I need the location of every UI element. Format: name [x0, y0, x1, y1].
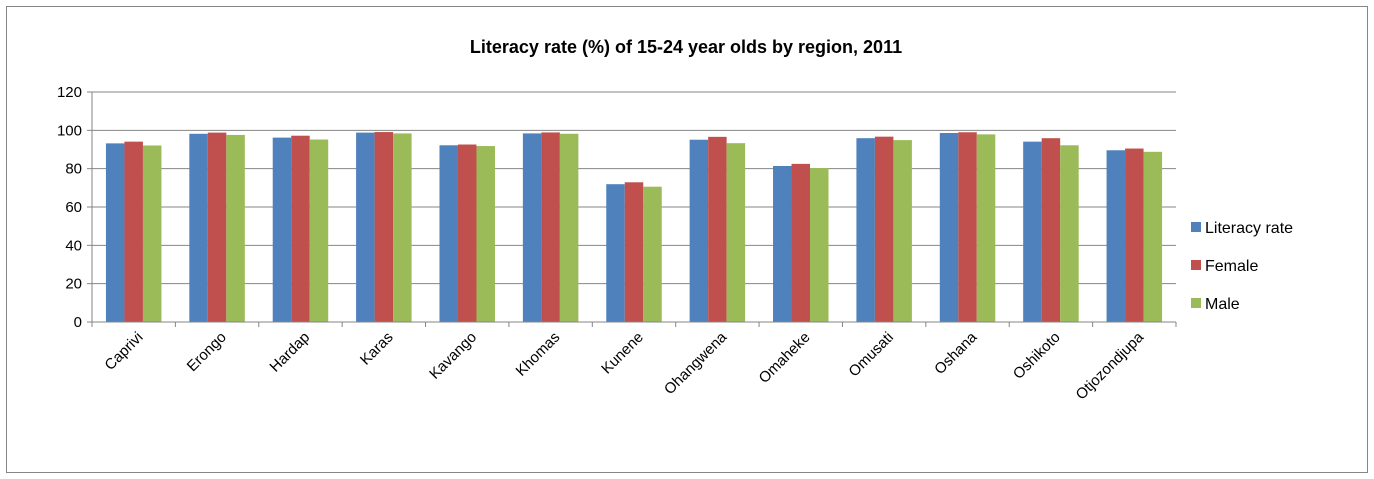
legend: Literacy rate Female Male — [1191, 220, 1293, 313]
bar — [439, 145, 458, 322]
bar — [142, 145, 162, 322]
bar — [893, 140, 912, 322]
bar — [810, 168, 829, 322]
bar — [393, 133, 412, 322]
bar — [643, 186, 662, 322]
bar — [939, 133, 959, 322]
bar — [226, 134, 245, 322]
y-tick-label: 60 — [65, 199, 82, 216]
x-tick-label: Kavango — [426, 329, 480, 383]
x-tick-label: Kunene — [598, 329, 647, 378]
bar — [1125, 148, 1144, 322]
bar — [291, 135, 310, 322]
bar — [1143, 151, 1163, 322]
x-tick-label: Otjozondjupa — [1073, 328, 1148, 403]
legend-label: Literacy rate — [1205, 220, 1293, 237]
bar — [476, 146, 495, 322]
x-tick-label: Oshana — [931, 328, 981, 378]
bar — [773, 165, 792, 322]
x-tick-label: Omaheke — [756, 329, 814, 387]
bar — [541, 132, 560, 322]
axes — [87, 91, 1177, 327]
chart-title: Literacy rate (%) of 15-24 year olds by … — [469, 37, 903, 57]
bar — [457, 144, 477, 322]
bar — [207, 132, 227, 322]
x-tick-label: Ohangwena — [661, 328, 731, 398]
bar — [559, 133, 579, 322]
legend-label: Male — [1205, 296, 1240, 313]
bar — [606, 184, 625, 322]
bar — [374, 132, 394, 322]
bar — [356, 132, 375, 322]
bar — [1060, 145, 1079, 322]
bar — [1106, 150, 1126, 322]
bar — [726, 143, 746, 322]
bar — [1023, 141, 1042, 322]
bar — [689, 139, 709, 322]
legend-swatch — [1191, 298, 1201, 308]
bar — [105, 143, 125, 322]
y-tick-label: 0 — [74, 314, 82, 331]
legend-label: Female — [1205, 258, 1258, 275]
x-tick-label: Caprivi — [101, 329, 146, 374]
bars — [105, 132, 1163, 322]
bar — [874, 136, 894, 322]
x-tick-label: Karas — [357, 329, 397, 369]
x-tick-label: Khomas — [513, 329, 564, 380]
y-tick-label: 20 — [65, 276, 82, 293]
bar — [1041, 138, 1061, 322]
legend-swatch — [1191, 260, 1201, 270]
bar — [976, 134, 996, 322]
bar — [958, 132, 977, 322]
x-tick-label: Hardap — [266, 329, 313, 376]
x-tick-label: Oshikoto — [1010, 329, 1064, 383]
y-tick-label: 100 — [57, 122, 82, 139]
y-tick-label: 120 — [57, 84, 82, 101]
bar — [309, 139, 329, 322]
legend-swatch — [1191, 222, 1201, 232]
bar — [522, 133, 542, 322]
y-tick-label: 40 — [65, 237, 82, 254]
bar — [272, 137, 292, 322]
bar — [124, 141, 143, 322]
y-tick-label: 80 — [65, 161, 82, 178]
x-tick-label: Erongo — [184, 329, 230, 375]
bar — [708, 136, 727, 322]
bar — [189, 133, 208, 322]
bar — [856, 138, 875, 322]
bar — [624, 182, 644, 322]
x-tick-label: Omusati — [845, 329, 897, 381]
bar — [791, 163, 811, 322]
